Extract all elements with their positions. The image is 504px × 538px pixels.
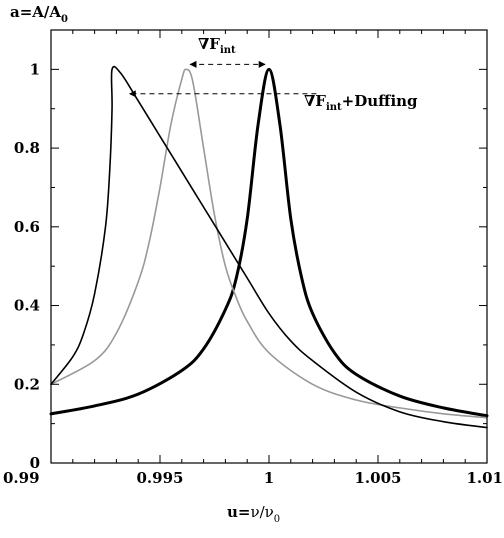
series-line-2 [50, 68, 488, 419]
annotation-label-1: ∇Fint [198, 35, 236, 56]
annotation-label-1-sub: int [220, 45, 236, 56]
series-layer [49, 65, 489, 429]
x-tick-label: 1 [264, 469, 274, 487]
y-axis-title: a=A/A0 [10, 3, 68, 25]
x-tick-label: 0.995 [137, 469, 184, 487]
x-tick-label: 1.005 [355, 469, 402, 487]
y-axis-title-sub: 0 [61, 14, 68, 25]
x-axis-ticks: 0.99 0.995 1 1.005 1.01 [3, 30, 503, 487]
annotation-label-2-suffix: +Duffing [342, 92, 418, 110]
x-tick-label: 1.01 [466, 469, 503, 487]
x-axis-title-main: u= [227, 503, 250, 521]
annotation-label-2-main: ∇F [304, 92, 326, 110]
series-line-3 [50, 65, 488, 429]
y-axis-title-main: a=A/A [10, 3, 61, 21]
x-tick-label: 0.99 [3, 469, 40, 487]
annotation-label-2: ∇Fint+Duffing [304, 92, 418, 113]
y-tick-label: 0.4 [14, 297, 40, 315]
x-axis-title-sub: 0 [274, 514, 280, 525]
y-tick-label: 0.6 [14, 218, 40, 236]
x-axis-title-nu: ν/ν [250, 503, 273, 521]
annotation-label-1-main: ∇F [198, 35, 220, 53]
annotation-label-2-sub: int [326, 102, 342, 113]
x-axis-title: u=ν/ν0 [227, 503, 280, 525]
y-tick-label: 0 [30, 454, 40, 472]
plot-frame [50, 29, 488, 464]
y-tick-label: 0.8 [14, 139, 40, 157]
series-line-1 [49, 67, 489, 418]
y-axis-ticks: 0 0.2 0.4 0.6 0.8 1 [14, 60, 487, 472]
y-tick-label: 0.2 [14, 375, 40, 393]
y-tick-label: 1 [30, 60, 40, 78]
